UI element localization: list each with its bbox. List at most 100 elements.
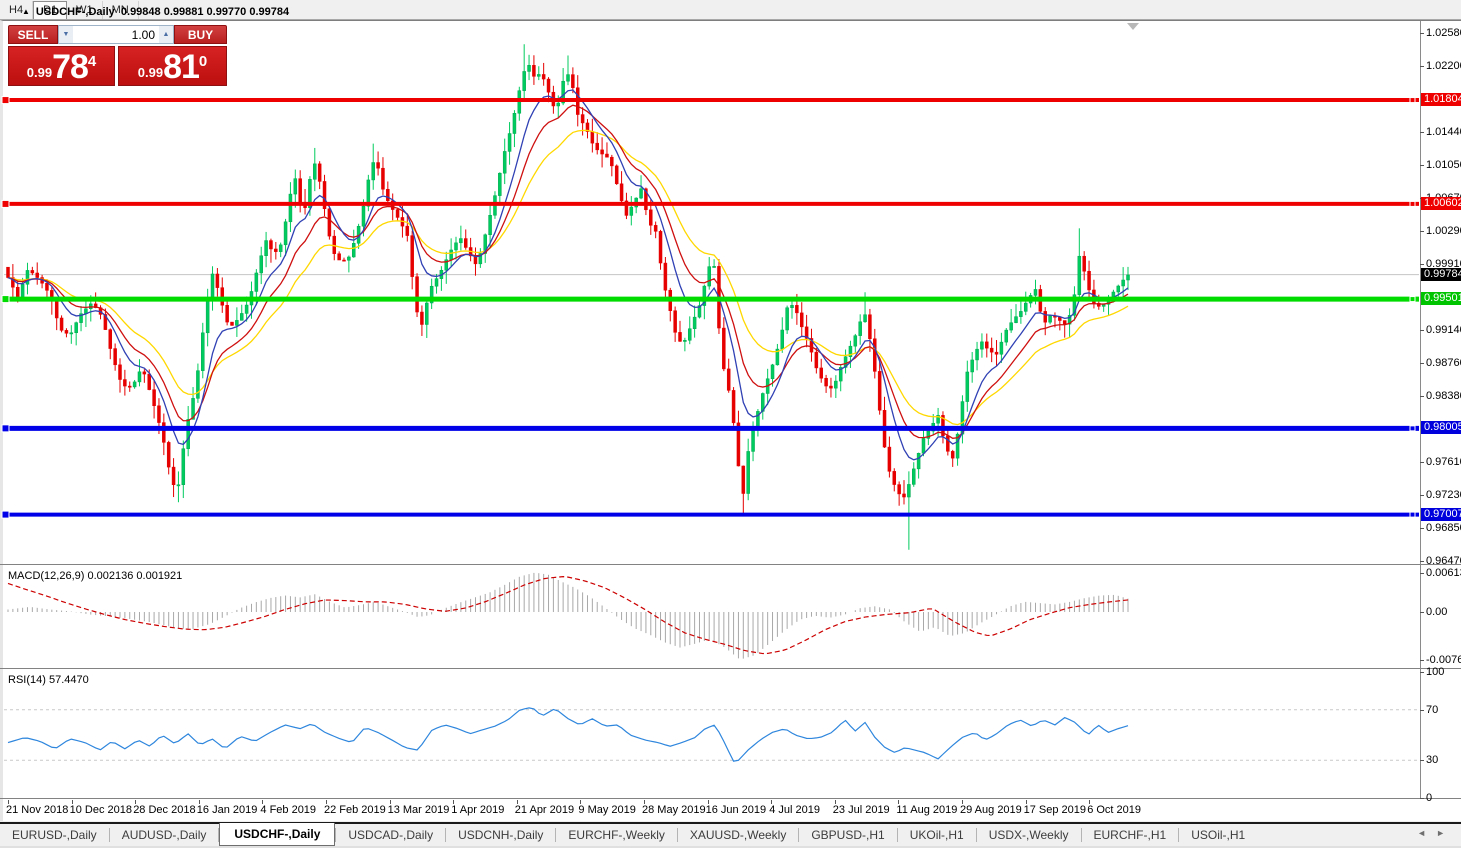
date-axis-tick [8,800,9,804]
one-click-trade-panel: SELL ▼ ▲ BUY 0.99 78 4 0.99 81 0 [8,25,227,86]
chart-tab-usdcnh-daily[interactable]: USDCNH-,Daily [458,828,544,842]
price-axis-tick [1420,363,1424,365]
macd-panel-separator[interactable] [0,564,1461,565]
level-handle[interactable] [1,96,10,105]
tab-separator [1178,827,1180,842]
chart-tab-gbpusd-h1[interactable]: GBPUSD-,H1 [811,828,885,842]
level-handle[interactable] [1409,97,1416,104]
price-badge-1.01804: 1.01804 [1421,93,1461,107]
date-axis-label: 16 Jun 2019 [705,804,767,816]
price-axis-tick [1420,131,1424,133]
level-handle[interactable] [1409,200,1416,207]
date-axis-tick [898,800,900,804]
buy-button[interactable]: BUY [174,25,227,44]
horizontal-levels[interactable] [1,96,1419,519]
macd-axis-tick [1420,660,1424,662]
chart-tab-usdchf-daily[interactable]: USDCHF-,Daily [219,823,336,846]
level-handle[interactable] [1409,425,1416,432]
buy-price-prefix: 0.99 [137,65,164,80]
rsi-axis-tick [1420,709,1424,711]
sell-button[interactable]: SELL [8,25,58,44]
sell-price-pip: 4 [87,53,97,70]
price-axis-tick [1420,561,1424,562]
level-handle[interactable] [1,424,10,433]
chart-shift-marker[interactable] [1127,23,1139,30]
chart-tab-eurusd-daily[interactable]: EURUSD-,Daily [12,828,97,842]
price-badge-0.99784: 0.99784 [1421,267,1461,281]
volume-input[interactable] [73,26,159,43]
date-axis-label: 21 Nov 2018 [6,804,69,816]
rsi-axis-label: 30 [1426,754,1439,767]
tab-scroll-arrows: ◄► [1417,828,1455,838]
buy-price-big: 81 [163,48,200,86]
window-bottom-edge [0,846,1461,848]
date-axis-label: 17 Sep 2019 [1023,804,1086,816]
chart-tab-usoil-h1[interactable]: USOil-,H1 [1191,828,1246,842]
timeframe-tab-h4[interactable]: H4 [0,1,34,19]
chart-tab-eurchf-weekly[interactable]: EURCHF-,Weekly [568,828,665,842]
date-axis-label: 28 Dec 2018 [133,804,196,816]
chart-ohlc-values: 0.99848 0.99881 0.99770 0.99784 [120,6,290,18]
price-axis-tick [1420,462,1424,464]
tab-separator [335,827,337,842]
date-axis-separator [0,798,1461,799]
rsi-indicator [4,707,1419,762]
buy-price-button[interactable]: 0.99 81 0 [118,46,227,86]
price-axis-label: 1.02200 [1426,59,1461,72]
date-axis-tick [834,800,836,804]
sell-price-button[interactable]: 0.99 78 4 [8,46,115,86]
chart-tab-usdcad-daily[interactable]: USDCAD-,Daily [348,828,434,842]
date-axis-tick [1025,800,1027,804]
price-axis-border [1420,21,1421,799]
tab-separator [108,827,110,842]
volume-decrease-button[interactable]: ▼ [59,26,73,43]
macd-label: MACD(12,26,9) 0.002136 0.001921 [8,570,183,582]
price-badge-0.97007: 0.97007 [1421,507,1461,521]
level-handle[interactable] [1409,511,1416,518]
tab-separator [1080,827,1082,842]
level-handle[interactable] [1409,296,1416,303]
price-axis-tick [1420,230,1424,232]
date-axis-tick [580,800,582,804]
chart-tab-xauusd-weekly[interactable]: XAUUSD-,Weekly [689,828,787,842]
date-axis-tick [707,800,709,804]
date-axis-tick [453,800,455,804]
date-axis-tick [198,800,200,804]
one-click-collapse-icon[interactable]: ▲ [22,7,30,16]
chart-tab-usdx-weekly[interactable]: USDX-,Weekly [988,828,1069,842]
tab-separator [676,827,678,842]
timeframe-tab-d1[interactable]: D1 [33,1,68,19]
chart-tab-eurchf-h1[interactable]: EURCHF-,H1 [1093,828,1167,842]
tab-scroll-left-icon[interactable]: ◄ [1417,828,1437,838]
chart-tab-audusd-daily[interactable]: AUDUSD-,Daily [121,828,207,842]
date-axis-label: 1 Apr 2019 [451,804,505,816]
price-axis-tick [1420,495,1424,497]
chart-tab-ukoil-h1[interactable]: UKOil-,H1 [909,828,964,842]
price-badge-0.98005: 0.98005 [1421,421,1461,435]
rsi-panel-separator[interactable] [0,668,1461,669]
date-axis-label: 6 Oct 2019 [1087,804,1142,816]
rsi-label: RSI(14) 57.4470 [8,674,89,686]
chart-symbol-label: USDCHF-,Daily [35,6,115,18]
tab-separator [555,827,557,842]
level-handle[interactable] [1,199,10,208]
tab-separator [218,827,220,842]
volume-increase-button[interactable]: ▲ [159,26,173,43]
price-axis-tick [1420,65,1424,67]
macd-axis-label: 0.00 [1426,606,1448,618]
price-axis-label: 1.02580 [1426,27,1461,39]
date-axis-label: 11 Aug 2019 [896,804,958,816]
macd-indicator [7,572,1129,659]
date-axis-label: 4 Feb 2019 [260,804,317,816]
chart-window[interactable] [0,20,1461,821]
timeframe-tab-mn[interactable]: MN [103,1,139,19]
tab-scroll-right-icon[interactable]: ► [1436,828,1455,838]
level-handle[interactable] [1,295,10,304]
level-handle[interactable] [1,510,10,519]
timeframe-tab-w1[interactable]: W1 [67,1,103,19]
